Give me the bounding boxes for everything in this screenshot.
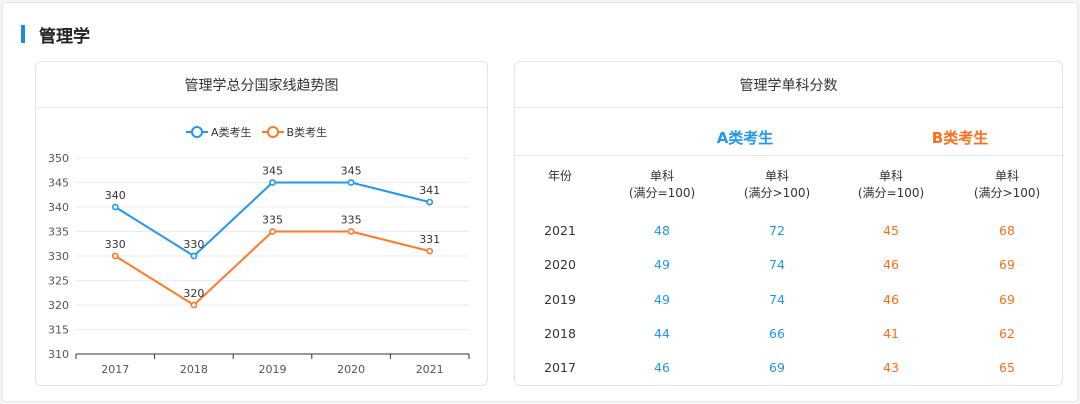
column-header-line1: 单科 <box>878 169 903 183</box>
data-point <box>426 247 434 255</box>
column-header-line1: 单科 <box>764 169 789 183</box>
column-header: 单科 (满分=100) <box>607 168 717 202</box>
data-label: 340 <box>105 189 126 202</box>
column-header-line2: (满分=100) <box>857 186 925 200</box>
legend-marker-b-icon <box>261 126 284 138</box>
data-label: 345 <box>341 165 362 178</box>
data-point <box>111 252 119 260</box>
y-tick-label: 320 <box>48 299 69 312</box>
legend-marker-a-icon <box>186 126 208 138</box>
column-header-line2: (满分>100) <box>743 186 811 200</box>
score-cell: 72 <box>769 223 785 238</box>
y-tick-label: 345 <box>48 177 69 190</box>
legend-label-a: A类考生 <box>211 126 252 139</box>
score-cell: 74 <box>769 292 785 307</box>
data-point <box>269 228 276 235</box>
legend-label-b: B类考生 <box>286 126 328 139</box>
score-cell: 46 <box>654 360 670 375</box>
data-point <box>111 203 119 211</box>
section-accent-bar <box>21 25 25 43</box>
score-cell: 49 <box>654 292 670 307</box>
column-header: 单科 (满分=100) <box>836 168 946 202</box>
score-cell: 62 <box>999 326 1015 341</box>
score-cell: 45 <box>883 223 899 238</box>
column-header-line2: (满分>100) <box>973 186 1041 200</box>
year-header: 年份 <box>547 169 572 183</box>
data-point <box>347 179 355 186</box>
year-cell: 2019 <box>544 292 576 307</box>
data-label: 335 <box>341 214 362 227</box>
column-header-line1: 单科 <box>994 169 1019 183</box>
y-tick-label: 330 <box>48 250 69 263</box>
table-card-title: 管理学单科分数 <box>515 62 1062 108</box>
data-label: 345 <box>262 165 283 178</box>
chart-card-title: 管理学总分国家线趋势图 <box>36 62 487 108</box>
y-tick-label: 340 <box>48 201 69 214</box>
series-line-b <box>114 230 430 307</box>
data-label: 341 <box>419 184 440 197</box>
y-tick-label: 315 <box>48 324 69 337</box>
x-tick-label: 2020 <box>337 363 365 376</box>
chart-legend: A类考生 B类考生 <box>186 124 337 140</box>
trend-chart-card: 管理学总分国家线趋势图 A类考生 B类考生 310 315 320 325 330 335… <box>35 61 488 386</box>
group-label-b: B类考生 <box>931 129 989 147</box>
score-cell: 43 <box>883 360 899 375</box>
column-header: 单科 (满分>100) <box>722 168 832 202</box>
year-cell: 2021 <box>544 223 576 238</box>
section-title: 管理学 <box>39 26 90 47</box>
x-tick-label: 2018 <box>180 363 208 376</box>
y-tick-label: 350 <box>48 152 69 165</box>
x-tick-label: 2019 <box>259 363 287 376</box>
legend-item-a[interactable]: A类考生 <box>186 124 252 140</box>
data-point <box>190 252 198 260</box>
score-cell: 69 <box>999 292 1015 307</box>
data-label: 320 <box>183 287 204 300</box>
x-tick-label: 2021 <box>416 363 444 376</box>
data-label: 331 <box>419 233 440 246</box>
group-label-a: A类考生 <box>716 129 774 147</box>
y-tick-label: 325 <box>48 275 69 288</box>
year-cell: 2018 <box>544 326 576 341</box>
score-cell: 49 <box>654 257 670 272</box>
group-header-row: A类考生 B类考生 <box>515 120 1064 156</box>
column-header-line1: 单科 <box>649 169 674 183</box>
score-cell: 46 <box>883 292 899 307</box>
data-label: 335 <box>262 214 283 227</box>
year-cell: 2017 <box>544 360 576 375</box>
score-cell: 74 <box>769 257 785 272</box>
score-cell: 69 <box>769 360 785 375</box>
score-cell: 69 <box>999 257 1015 272</box>
score-cell: 66 <box>769 326 785 341</box>
column-header-line2: (满分=100) <box>628 186 696 200</box>
data-point <box>190 301 198 309</box>
score-cell: 48 <box>654 223 670 238</box>
line-chart: 310 315 320 325 330 335 340 345 350 2017 2018 2019 2… <box>48 152 470 376</box>
year-cell: 2020 <box>544 257 576 272</box>
section-header: 管理学 <box>21 23 90 47</box>
column-header: 单科 (满分>100) <box>952 168 1062 202</box>
data-label: 330 <box>183 238 204 251</box>
data-point <box>426 198 434 206</box>
y-tick-label: 335 <box>48 226 69 239</box>
score-cell: 41 <box>883 326 899 341</box>
data-point <box>269 179 276 186</box>
score-cell: 44 <box>654 326 670 341</box>
score-cell: 68 <box>999 223 1015 238</box>
score-cell: 46 <box>883 257 899 272</box>
score-cell: 65 <box>999 360 1015 375</box>
y-tick-label: 310 <box>48 348 69 361</box>
data-point <box>347 228 355 235</box>
legend-item-b[interactable]: B类考生 <box>261 124 328 140</box>
data-label: 330 <box>105 238 126 251</box>
x-tick-label: 2017 <box>101 363 129 376</box>
score-table-card: 管理学单科分数 A类考生 B类考生 年份 单科 (满分=100) 单科 (满分>100)… <box>514 61 1064 386</box>
